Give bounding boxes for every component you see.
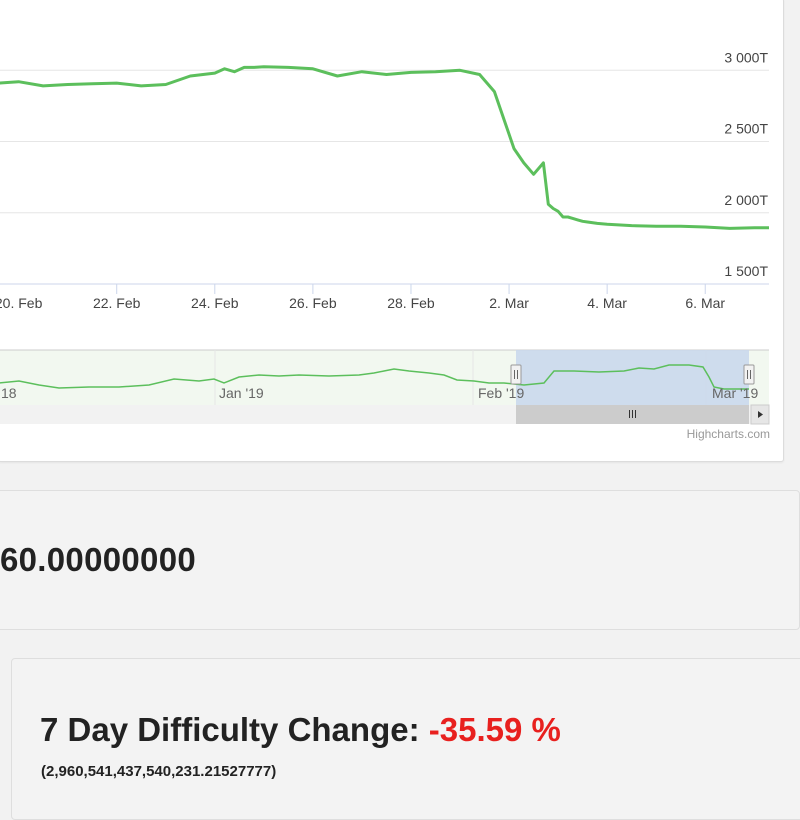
x-tick-label: 24. Feb [191, 295, 239, 311]
x-tick-label: 6. Mar [685, 295, 725, 311]
block-reward-value: 60.00000000 [0, 541, 196, 578]
x-tick-label: 26. Feb [289, 295, 337, 311]
difficulty-series-line [0, 65, 769, 230]
x-tick-label: 20. Feb [0, 295, 43, 311]
difficulty-chart-panel: 3 000T 2 500T 2 000T 1 500T 22. Feb 24. Feb 2… [0, 0, 784, 462]
y-tick-label: 1 500T [724, 263, 768, 279]
difficulty-change-value: -35.59 % [428, 711, 561, 748]
y-tick-label: 2 000T [724, 192, 768, 208]
arrow-right-icon [758, 411, 763, 418]
block-reward-card: 60.00000000 [0, 490, 800, 630]
navigator-label: Feb '19 [478, 385, 524, 401]
difficulty-chart: 3 000T 2 500T 2 000T 1 500T 22. Feb 24. Feb 2… [0, 49, 770, 441]
navigator-label: Mar '19 [712, 385, 758, 401]
difficulty-change-heading: 7 Day Difficulty Change: -35.59 % [40, 711, 561, 749]
navigator-series-line [0, 364, 749, 390]
difficulty-change-detail: (2,960,541,437,540,231.21527777) [41, 763, 277, 780]
x-tick-label: 28. Feb [387, 295, 435, 311]
x-tick-label: 2. Mar [489, 295, 529, 311]
scrollbar-right-arrow[interactable] [750, 404, 770, 425]
difficulty-change-card: 7 Day Difficulty Change: -35.59 % (2,960… [11, 658, 800, 820]
x-tick-label: 4. Mar [587, 295, 627, 311]
x-tick-label: 22. Feb [93, 295, 141, 311]
y-tick-label: 3 000T [724, 49, 768, 65]
difficulty-change-label: 7 Day Difficulty Change: [40, 711, 420, 748]
navigator-selected-range[interactable] [516, 350, 749, 405]
y-tick-label: 2 500T [724, 121, 768, 137]
navigator-label: Jan '19 [219, 385, 264, 401]
navigator-right-handle[interactable] [743, 364, 755, 385]
scrollbar-grip-icon [629, 410, 636, 418]
navigator-label: 18 [1, 385, 17, 401]
navigator-left-handle[interactable] [510, 364, 522, 385]
highcharts-credits[interactable]: Highcharts.com [687, 427, 770, 441]
